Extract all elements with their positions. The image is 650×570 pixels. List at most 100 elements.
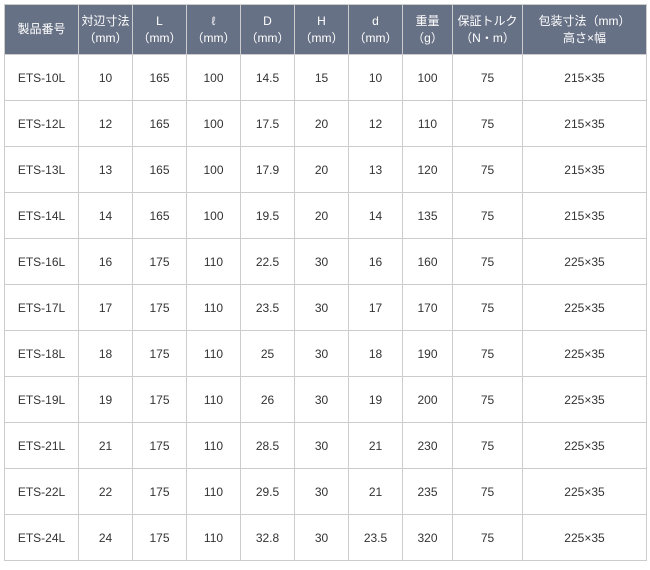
col-header-weight: 重量 （g） [403,5,453,55]
table-cell: 100 [187,147,241,193]
table-cell: 175 [133,469,187,515]
col-unit: （mm） [187,30,240,47]
table-cell: 190 [403,331,453,377]
table-cell: ETS-21L [5,423,79,469]
table-cell: 75 [453,377,523,423]
table-cell: 19.5 [241,193,295,239]
col-header-H: H （mm） [295,5,349,55]
table-cell: ETS-14L [5,193,79,239]
table-row: ETS-10L1016510014.5151010075215×35 [5,55,647,101]
table-cell: 13 [79,147,133,193]
table-cell: 21 [79,423,133,469]
col-unit: （N・m） [453,30,522,47]
table-cell: 75 [453,285,523,331]
table-cell: 75 [453,423,523,469]
table-cell: ETS-10L [5,55,79,101]
table-cell: 16 [349,239,403,285]
col-label: 包装寸法（mm） [539,14,631,28]
table-row: ETS-14L1416510019.5201413575215×35 [5,193,647,239]
col-label: d [372,14,379,28]
col-unit: （mm） [241,30,294,47]
table-cell: ETS-16L [5,239,79,285]
table-cell: 30 [295,515,349,561]
col-label: 保証トルク [457,14,517,28]
table-cell: 16 [79,239,133,285]
table-cell: 17.5 [241,101,295,147]
table-cell: 26 [241,377,295,423]
table-cell: 160 [403,239,453,285]
col-header-torque: 保証トルク （N・m） [453,5,523,55]
table-cell: 135 [403,193,453,239]
table-cell: 100 [187,101,241,147]
table-cell: 19 [349,377,403,423]
table-cell: 30 [295,239,349,285]
table-cell: 17 [349,285,403,331]
table-cell: 320 [403,515,453,561]
col-label: 対辺寸法 [81,14,129,28]
table-row: ETS-16L1617511022.5301616075225×35 [5,239,647,285]
col-header-package: 包装寸法（mm） 高さ×幅 [523,5,647,55]
table-cell: 75 [453,515,523,561]
table-cell: 17.9 [241,147,295,193]
col-unit: （mm） [79,30,132,47]
col-label: 重量 [415,14,439,28]
table-cell: 12 [349,101,403,147]
table-cell: 21 [349,423,403,469]
table-cell: 165 [133,147,187,193]
table-cell: 110 [187,331,241,377]
table-row: ETS-12L1216510017.5201211075215×35 [5,101,647,147]
table-cell: 20 [295,193,349,239]
col-unit: （mm） [133,30,186,47]
table-body: ETS-10L1016510014.5151010075215×35ETS-12… [5,55,647,561]
table-row: ETS-17L1717511023.5301717075225×35 [5,285,647,331]
table-cell: 75 [453,193,523,239]
table-cell: 215×35 [523,55,647,101]
table-cell: 19 [79,377,133,423]
table-cell: 14.5 [241,55,295,101]
table-cell: 22 [79,469,133,515]
table-cell: ETS-17L [5,285,79,331]
table-row: ETS-13L1316510017.9201312075215×35 [5,147,647,193]
table-cell: ETS-13L [5,147,79,193]
table-cell: 30 [295,377,349,423]
table-cell: 23.5 [241,285,295,331]
table-cell: 175 [133,515,187,561]
table-cell: 20 [295,147,349,193]
table-cell: 30 [295,285,349,331]
col-header-d: d （mm） [349,5,403,55]
table-cell: 13 [349,147,403,193]
col-unit: （mm） [349,30,402,47]
table-row: ETS-21L2117511028.5302123075225×35 [5,423,647,469]
table-cell: 17 [79,285,133,331]
table-cell: 175 [133,331,187,377]
table-cell: 75 [453,147,523,193]
col-header-D: D （mm） [241,5,295,55]
col-header-product-no: 製品番号 [5,5,79,55]
table-cell: 10 [79,55,133,101]
table-cell: 225×35 [523,515,647,561]
col-unit: 高さ×幅 [523,30,646,47]
col-unit: （mm） [295,30,348,47]
col-header-l: ℓ （mm） [187,5,241,55]
table-cell: 14 [79,193,133,239]
table-header: 製品番号 対辺寸法 （mm） L （mm） ℓ （mm） D （mm） H （m… [5,5,647,55]
table-cell: 18 [349,331,403,377]
table-cell: 25 [241,331,295,377]
table-cell: 100 [187,55,241,101]
table-cell: 175 [133,377,187,423]
table-cell: 100 [187,193,241,239]
table-cell: 18 [79,331,133,377]
table-cell: 120 [403,147,453,193]
table-cell: 225×35 [523,469,647,515]
table-row: ETS-24L2417511032.83023.532075225×35 [5,515,647,561]
table-cell: 225×35 [523,285,647,331]
table-row: ETS-19L1917511026301920075225×35 [5,377,647,423]
table-cell: 215×35 [523,101,647,147]
table-cell: 28.5 [241,423,295,469]
table-cell: 175 [133,285,187,331]
table-cell: 110 [187,515,241,561]
col-label: ℓ [212,14,216,28]
table-cell: 15 [295,55,349,101]
table-cell: 22.5 [241,239,295,285]
col-label: D [263,14,272,28]
